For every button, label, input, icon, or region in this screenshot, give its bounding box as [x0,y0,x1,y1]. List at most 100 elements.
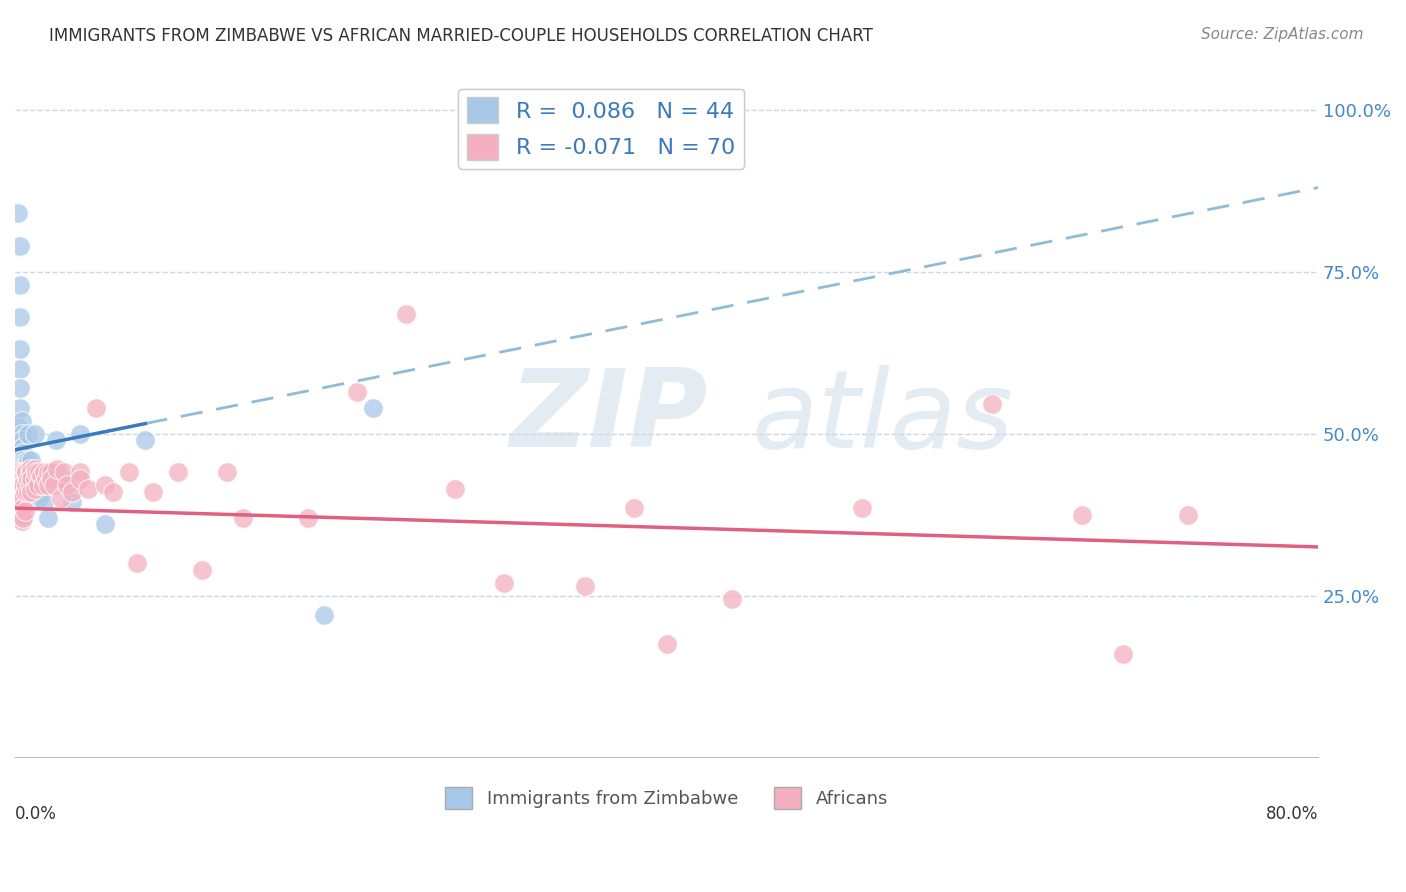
Point [232,510,254,524]
Point [981,397,1004,411]
Point [31,478,53,492]
Legend: R =  0.086   N = 44, R = -0.071   N = 70: R = 0.086 N = 44, R = -0.071 N = 70 [458,88,744,169]
Point [18,478,41,492]
Point [443,482,465,496]
Point [11,456,34,470]
Point [37,510,59,524]
Point [18,478,41,492]
Point [11,446,34,460]
Point [8,491,31,506]
Point [14,466,37,480]
Point [314,607,336,622]
Point [8,381,31,395]
Point [14,468,37,483]
Point [7,472,30,486]
Point [46,462,69,476]
Point [720,591,742,606]
Point [492,575,515,590]
Point [17,452,39,467]
Point [127,556,149,570]
Point [11,450,34,464]
Point [34,466,56,480]
Text: ZIP: ZIP [510,365,709,470]
Point [30,468,52,483]
Point [11,478,34,492]
Point [10,501,32,516]
Point [8,277,31,292]
Point [8,310,31,324]
Text: 80.0%: 80.0% [1265,805,1319,823]
Point [20,466,42,480]
Point [10,508,32,522]
Point [346,384,368,399]
Point [8,343,31,357]
Point [35,472,58,486]
Text: 0.0%: 0.0% [15,805,56,823]
Point [14,462,37,476]
Point [24,426,46,441]
Point [14,466,37,480]
Point [18,482,41,496]
Point [8,494,31,508]
Point [93,478,115,492]
Point [27,478,49,492]
Point [8,482,31,496]
Point [14,458,37,473]
Point [14,484,37,499]
Point [15,478,38,492]
Point [21,488,44,502]
Point [11,452,34,467]
Point [363,401,385,415]
Point [10,433,32,447]
Point [8,362,31,376]
Point [11,458,34,473]
Point [52,466,75,480]
Point [1071,508,1094,522]
Point [11,491,34,506]
Point [20,484,42,499]
Point [17,426,39,441]
Point [851,501,873,516]
Point [10,414,32,428]
Point [42,478,65,492]
Point [15,475,38,490]
Point [215,466,238,480]
Point [39,472,62,486]
Point [395,307,418,321]
Point [24,462,46,476]
Point [574,579,596,593]
Point [7,466,30,480]
Point [77,482,100,496]
Point [7,420,30,434]
Point [167,466,190,480]
Point [45,433,67,447]
Point [18,462,41,476]
Point [11,440,34,454]
Point [8,484,31,499]
Point [37,478,59,492]
Point [118,466,141,480]
Point [69,426,91,441]
Point [10,514,32,528]
Point [15,472,38,486]
Point [8,401,31,415]
Point [7,206,30,220]
Point [69,466,91,480]
Point [49,491,72,506]
Point [10,426,32,441]
Point [8,239,31,253]
Point [134,433,156,447]
Point [60,484,83,499]
Point [142,484,165,499]
Text: atlas: atlas [751,365,1014,470]
Point [15,468,38,483]
Point [34,494,56,508]
Point [1111,647,1133,661]
Text: IMMIGRANTS FROM ZIMBABWE VS AFRICAN MARRIED-COUPLE HOUSEHOLDS CORRELATION CHART: IMMIGRANTS FROM ZIMBABWE VS AFRICAN MARR… [49,27,873,45]
Point [17,472,39,486]
Text: Source: ZipAtlas.com: Source: ZipAtlas.com [1201,27,1364,42]
Point [28,466,51,480]
Point [37,466,59,480]
Point [52,472,75,486]
Point [17,484,39,499]
